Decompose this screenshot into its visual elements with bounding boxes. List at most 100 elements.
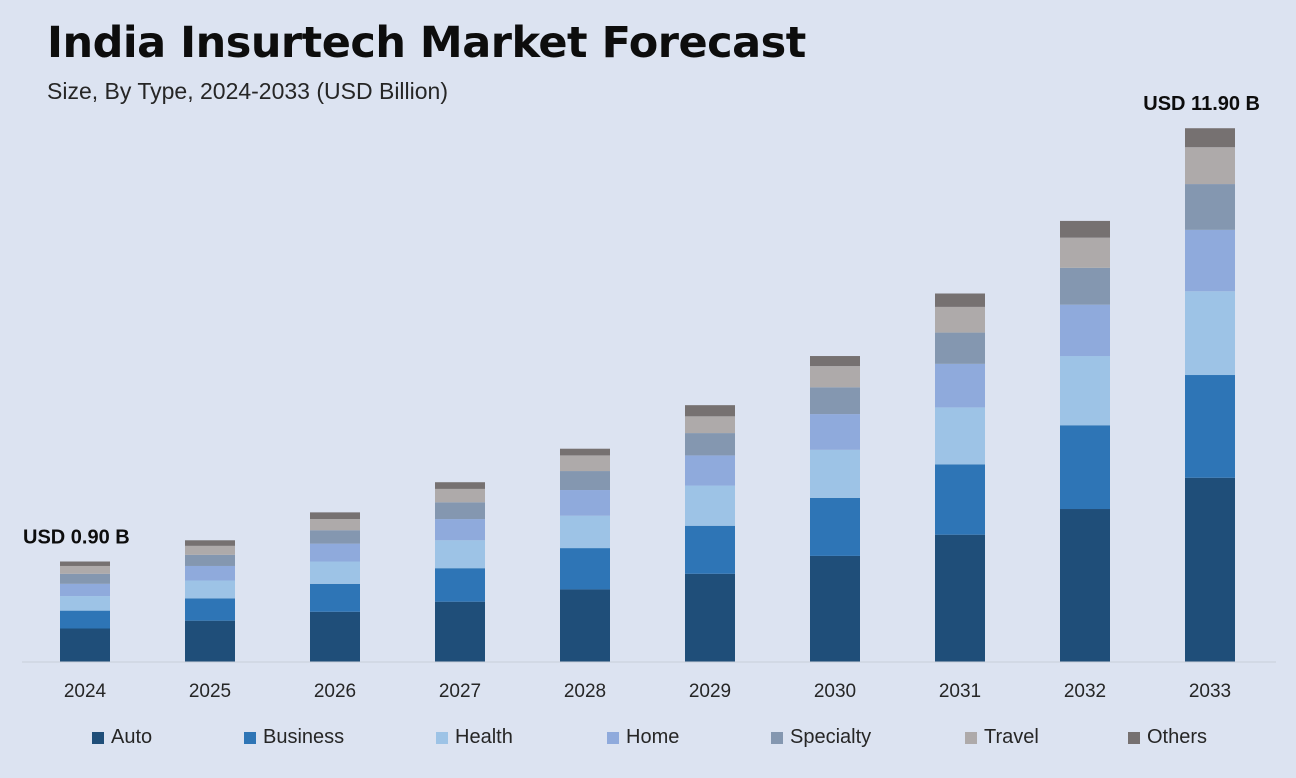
bar-segment-health-2032 [1060, 356, 1110, 426]
x-tick-label: 2026 [314, 681, 356, 702]
legend-item-travel: Travel [965, 726, 1039, 749]
bar-segment-health-2025 [185, 580, 235, 599]
chart-subtitle: Size, By Type, 2024-2033 (USD Billion) [47, 78, 448, 104]
bar-segment-home-2031 [935, 363, 985, 408]
legend-swatch [244, 731, 256, 744]
bar-stack-2026 [310, 512, 360, 662]
bar-segment-others-2032 [1060, 220, 1110, 238]
bar-segment-others-2027 [435, 482, 485, 489]
bar-segment-specialty-2028 [560, 471, 610, 491]
bar-segment-home-2030 [810, 414, 860, 450]
legend-swatch [92, 731, 104, 744]
bar-segment-business-2025 [185, 598, 235, 621]
bar-segment-others-2025 [185, 540, 235, 546]
bar-segment-auto-2029 [685, 573, 735, 662]
bar-segment-specialty-2024 [60, 573, 110, 584]
bar-segment-specialty-2032 [1060, 267, 1110, 305]
bar-segment-home-2025 [185, 565, 235, 581]
bar-segment-health-2029 [685, 485, 735, 526]
value-annotation: USD 11.90 B [1143, 93, 1260, 115]
bar-segment-auto-2025 [185, 620, 235, 662]
bar-segment-business-2028 [560, 548, 610, 590]
bar-segment-business-2033 [1185, 375, 1235, 478]
legend-swatch [1128, 731, 1140, 744]
bar-segment-travel-2033 [1185, 147, 1235, 185]
bar-segment-specialty-2031 [935, 332, 985, 364]
x-tick-label: 2024 [64, 681, 107, 702]
bar-segment-auto-2032 [1060, 509, 1110, 662]
legend-swatch [965, 731, 977, 744]
bar-segment-travel-2028 [560, 455, 610, 472]
bar-segment-home-2027 [435, 519, 485, 541]
x-tick-label: 2032 [1064, 681, 1106, 702]
bar-segment-health-2028 [560, 515, 610, 549]
bar-stack-2024 [60, 561, 110, 662]
legend-item-health: Health [436, 726, 513, 749]
bar-segment-specialty-2033 [1185, 184, 1235, 230]
legend-item-auto: Auto [92, 726, 152, 749]
legend-item-business: Business [244, 726, 344, 749]
bar-segment-travel-2030 [810, 366, 860, 388]
bar-stack-2031 [935, 293, 985, 662]
value-annotation: USD 0.90 B [23, 527, 130, 549]
bar-segment-others-2026 [310, 512, 360, 520]
bar-segment-auto-2027 [435, 601, 485, 662]
bar-segment-others-2033 [1185, 128, 1235, 148]
chart-legend: Auto Business Health Home Specialty Travel Oth… [0, 726, 1296, 754]
bar-segment-health-2026 [310, 561, 360, 584]
bar-segment-specialty-2025 [185, 554, 235, 566]
bar-segment-others-2030 [810, 356, 860, 367]
bar-stack-2032 [1060, 220, 1110, 662]
bar-segment-travel-2026 [310, 519, 360, 531]
bar-segment-others-2028 [560, 448, 610, 456]
bar-segment-others-2029 [685, 405, 735, 417]
bar-stack-2025 [185, 540, 235, 662]
bar-segment-home-2029 [685, 455, 735, 486]
legend-label: Health [455, 726, 513, 748]
legend-swatch [436, 731, 448, 744]
bar-stack-2033 [1185, 128, 1235, 662]
x-tick-label: 2028 [564, 681, 606, 702]
bar-segment-travel-2027 [435, 488, 485, 503]
bar-segment-business-2024 [60, 610, 110, 629]
bar-stack-2027 [435, 482, 485, 662]
bar-segment-auto-2033 [1185, 477, 1235, 662]
bar-segment-auto-2026 [310, 611, 360, 662]
annotations: USD 0.90 B USD 11.90 B [23, 93, 1260, 548]
x-tick-label: 2025 [189, 681, 231, 702]
x-tick-label: 2027 [439, 681, 481, 702]
bar-segment-auto-2031 [935, 534, 985, 662]
bar-segment-travel-2025 [185, 545, 235, 555]
bar-segment-home-2032 [1060, 304, 1110, 357]
bar-segment-home-2033 [1185, 229, 1235, 292]
legend-label: Business [263, 726, 345, 748]
bar-segment-specialty-2026 [310, 530, 360, 544]
x-tick-labels: 2024 2025 2026 2027 2028 2029 2030 2031 2032 2033 [64, 681, 1231, 702]
legend-label: Others [1147, 726, 1208, 748]
bar-segment-health-2024 [60, 596, 110, 611]
legend-item-others: Others [1128, 726, 1207, 749]
bar-segment-specialty-2029 [685, 433, 735, 456]
bar-segment-business-2030 [810, 497, 860, 556]
legend-label: Home [626, 726, 680, 748]
bar-segment-specialty-2030 [810, 387, 860, 415]
bar-segment-health-2033 [1185, 291, 1235, 376]
x-tick-label: 2031 [939, 681, 981, 702]
bar-segment-health-2027 [435, 540, 485, 569]
bar-segment-others-2024 [60, 561, 110, 566]
x-tick-label: 2030 [814, 681, 856, 702]
legend-label: Auto [111, 726, 153, 748]
bar-stack-2028 [560, 448, 610, 662]
bar-segment-business-2032 [1060, 425, 1110, 510]
bar-segment-home-2026 [310, 543, 360, 562]
bar-segment-home-2028 [560, 490, 610, 516]
legend-swatch [607, 731, 619, 744]
bar-segment-specialty-2027 [435, 502, 485, 520]
bar-segment-health-2031 [935, 407, 985, 465]
legend-item-home: Home [607, 726, 679, 749]
bar-segment-travel-2029 [685, 416, 735, 434]
bar-stack-2029 [685, 405, 735, 662]
x-tick-label: 2033 [1189, 681, 1231, 702]
bar-segment-auto-2030 [810, 555, 860, 662]
